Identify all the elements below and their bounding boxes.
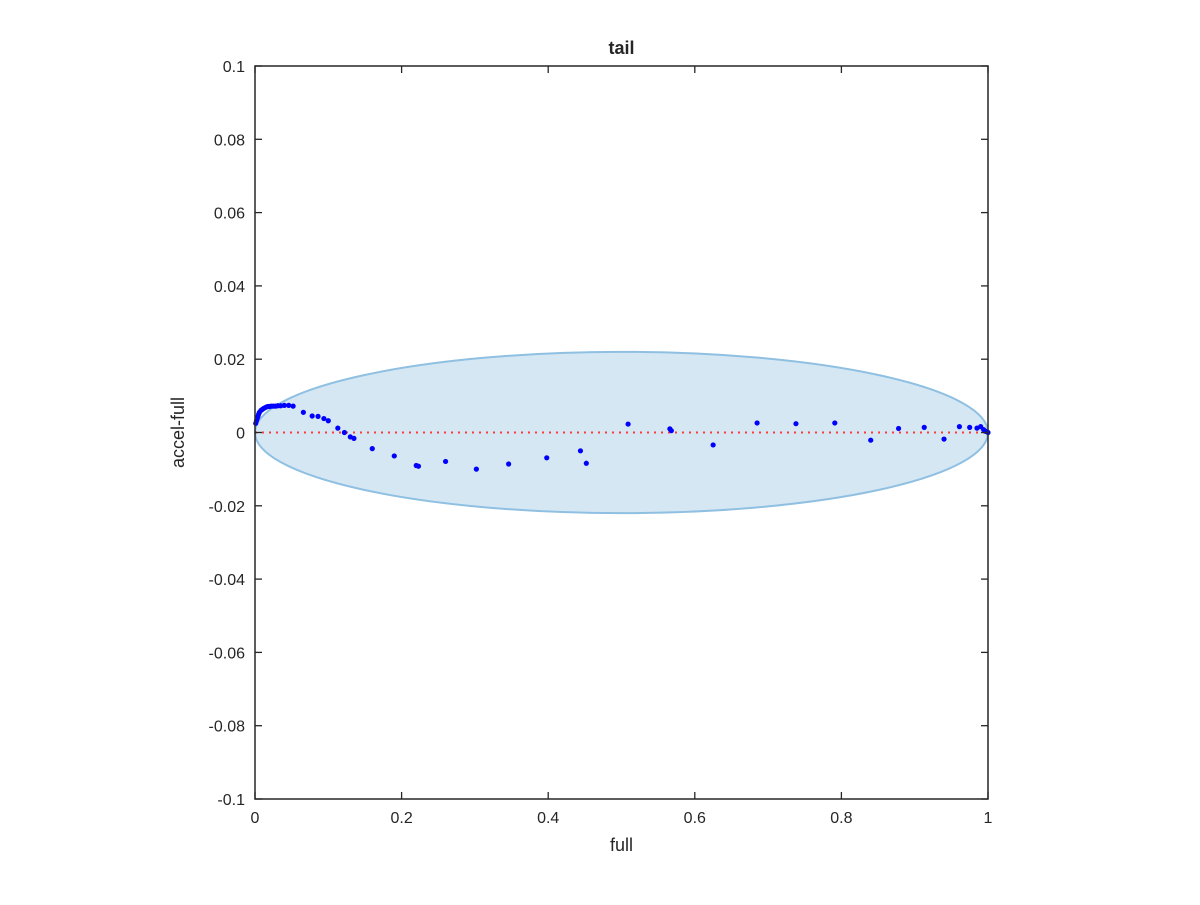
x-tick-label: 0.4 <box>537 810 559 827</box>
x-axis-label: full <box>610 835 633 855</box>
x-tick-label: 0.8 <box>830 810 852 827</box>
plot-area <box>253 350 991 515</box>
data-point <box>391 453 397 459</box>
data-point <box>281 402 287 408</box>
data-point <box>710 442 716 448</box>
series-0 <box>253 402 991 472</box>
data-point <box>315 413 321 419</box>
data-point <box>300 409 306 415</box>
axes: 0 0.2 0.4 0.6 0.8 1 -0.1 -0.08 -0.06 -0.04 -0.02 0 0… <box>209 59 993 827</box>
y-tick-label: 0.02 <box>214 352 245 369</box>
y-tick-label: -0.1 <box>217 792 245 809</box>
y-tick-label: -0.08 <box>209 719 246 736</box>
data-point <box>793 421 799 427</box>
y-tick-label: 0.08 <box>214 132 245 149</box>
data-point <box>577 448 584 454</box>
data-point <box>415 463 422 469</box>
data-point <box>583 460 589 466</box>
x-tick-label: 1 <box>984 810 993 827</box>
data-point <box>668 428 674 434</box>
data-point <box>335 425 341 431</box>
data-point <box>967 424 973 430</box>
data-point <box>369 446 375 452</box>
data-point <box>868 437 874 443</box>
chart-title: tail <box>608 38 634 58</box>
data-point <box>286 402 292 408</box>
data-point <box>341 429 348 436</box>
y-tick-label: -0.02 <box>209 499 246 516</box>
data-point <box>625 421 631 427</box>
y-tick-label: 0.06 <box>214 206 245 223</box>
data-point <box>544 455 550 461</box>
data-point <box>325 418 331 424</box>
x-tick-label: 0.2 <box>390 810 412 827</box>
data-point <box>506 461 512 467</box>
y-axis-label: accel-full <box>168 397 188 468</box>
y-tick-label: 0 <box>236 426 245 443</box>
y-tick-label: -0.04 <box>209 572 246 589</box>
data-point <box>941 436 947 442</box>
data-point <box>442 458 449 465</box>
data-point <box>351 435 357 441</box>
data-point <box>309 413 315 419</box>
y-tick-label: 0.04 <box>214 279 245 296</box>
data-point <box>921 424 927 430</box>
data-point <box>956 424 963 430</box>
data-point <box>832 420 838 426</box>
data-point <box>321 415 327 422</box>
data-point <box>754 420 760 426</box>
data-point <box>473 466 479 472</box>
data-point <box>290 403 296 409</box>
x-tick-label: 0 <box>251 810 260 827</box>
y-tick-label: -0.06 <box>209 645 246 662</box>
x-tick-label: 0.6 <box>684 810 706 827</box>
data-point <box>895 425 902 432</box>
y-tick-label: 0.1 <box>223 59 245 76</box>
